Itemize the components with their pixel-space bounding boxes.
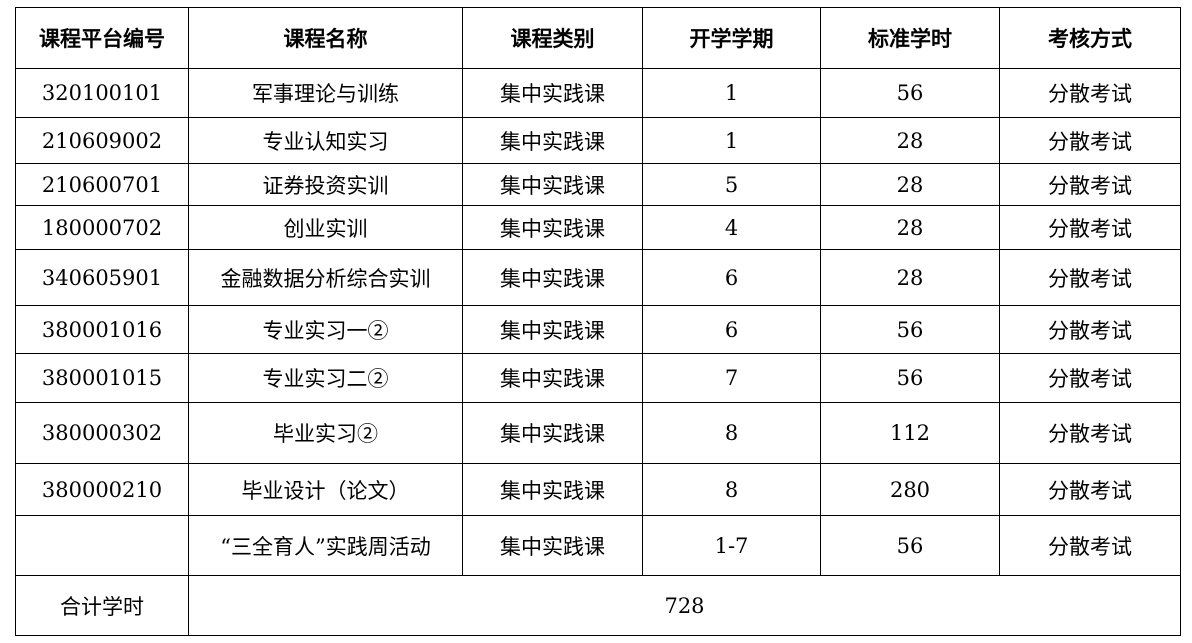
course-name: 专业认知实习 [188, 117, 463, 164]
course-name: 毕业设计（论文） [188, 463, 463, 516]
table-row: 380001015 专业实习二② 集中实践课 7 56 分散考试 [15, 353, 1181, 403]
course-name: “三全育人”实践周活动 [188, 515, 463, 576]
header-assessment: 考核方式 [999, 7, 1181, 69]
header-row: 课程平台编号 课程名称 课程类别 开学学期 标准学时 考核方式 [15, 7, 1181, 69]
course-name: 金融数据分析综合实训 [188, 249, 463, 306]
course-category: 集中实践课 [462, 305, 643, 354]
start-semester: 8 [642, 463, 821, 516]
course-category: 集中实践课 [462, 68, 643, 118]
standard-hours: 28 [820, 117, 1000, 164]
assessment-method: 分散考试 [999, 249, 1181, 306]
assessment-method: 分散考试 [999, 463, 1181, 516]
start-semester: 5 [642, 163, 821, 206]
total-row: 合计学时 728 [15, 575, 1181, 636]
standard-hours: 56 [820, 353, 1000, 403]
assessment-method: 分散考试 [999, 515, 1181, 576]
table-row: 320100101 军事理论与训练 集中实践课 1 56 分散考试 [15, 68, 1181, 118]
table-row: 380000302 毕业实习② 集中实践课 8 112 分散考试 [15, 402, 1181, 464]
course-code [15, 515, 189, 576]
header-hours: 标准学时 [820, 7, 1000, 69]
course-category: 集中实践课 [462, 353, 643, 403]
course-code: 380000302 [15, 402, 189, 464]
course-code: 380000210 [15, 463, 189, 516]
course-category: 集中实践课 [462, 463, 643, 516]
start-semester: 1 [642, 117, 821, 164]
course-category: 集中实践课 [462, 163, 643, 206]
course-code: 380001015 [15, 353, 189, 403]
course-category: 集中实践课 [462, 402, 643, 464]
total-value: 728 [188, 575, 1181, 636]
table-row: 340605901 金融数据分析综合实训 集中实践课 6 28 分散考试 [15, 249, 1181, 306]
start-semester: 1 [642, 68, 821, 118]
header-semester: 开学学期 [642, 7, 821, 69]
header-category: 课程类别 [462, 7, 643, 69]
start-semester: 6 [642, 305, 821, 354]
course-code: 340605901 [15, 249, 189, 306]
standard-hours: 56 [820, 515, 1000, 576]
start-semester: 8 [642, 402, 821, 464]
start-semester: 6 [642, 249, 821, 306]
start-semester: 1-7 [642, 515, 821, 576]
assessment-method: 分散考试 [999, 205, 1181, 250]
assessment-method: 分散考试 [999, 68, 1181, 118]
standard-hours: 28 [820, 205, 1000, 250]
course-category: 集中实践课 [462, 515, 643, 576]
standard-hours: 56 [820, 305, 1000, 354]
course-name: 证券投资实训 [188, 163, 463, 206]
table-row: 180000702 创业实训 集中实践课 4 28 分散考试 [15, 205, 1181, 250]
table-row: “三全育人”实践周活动 集中实践课 1-7 56 分散考试 [15, 515, 1181, 576]
course-name: 专业实习一② [188, 305, 463, 354]
assessment-method: 分散考试 [999, 305, 1181, 354]
course-code: 210609002 [15, 117, 189, 164]
course-category: 集中实践课 [462, 205, 643, 250]
standard-hours: 28 [820, 249, 1000, 306]
course-name: 创业实训 [188, 205, 463, 250]
course-name: 毕业实习② [188, 402, 463, 464]
standard-hours: 112 [820, 402, 1000, 464]
header-code: 课程平台编号 [15, 7, 189, 69]
table-row: 380000210 毕业设计（论文） 集中实践课 8 280 分散考试 [15, 463, 1181, 516]
assessment-method: 分散考试 [999, 353, 1181, 403]
assessment-method: 分散考试 [999, 163, 1181, 206]
table-row: 380001016 专业实习一② 集中实践课 6 56 分散考试 [15, 305, 1181, 354]
course-code: 320100101 [15, 68, 189, 118]
table-row: 210600701 证券投资实训 集中实践课 5 28 分散考试 [15, 163, 1181, 206]
course-code: 210600701 [15, 163, 189, 206]
assessment-method: 分散考试 [999, 117, 1181, 164]
start-semester: 7 [642, 353, 821, 403]
course-name: 专业实习二② [188, 353, 463, 403]
table-row: 210609002 专业认知实习 集中实践课 1 28 分散考试 [15, 117, 1181, 164]
course-table: 课程平台编号 课程名称 课程类别 开学学期 标准学时 考核方式 32010010… [15, 7, 1181, 636]
standard-hours: 56 [820, 68, 1000, 118]
assessment-method: 分散考试 [999, 402, 1181, 464]
standard-hours: 28 [820, 163, 1000, 206]
total-label: 合计学时 [15, 575, 189, 636]
course-name: 军事理论与训练 [188, 68, 463, 118]
course-code: 380001016 [15, 305, 189, 354]
standard-hours: 280 [820, 463, 1000, 516]
course-code: 180000702 [15, 205, 189, 250]
start-semester: 4 [642, 205, 821, 250]
course-category: 集中实践课 [462, 117, 643, 164]
course-category: 集中实践课 [462, 249, 643, 306]
header-name: 课程名称 [188, 7, 463, 69]
